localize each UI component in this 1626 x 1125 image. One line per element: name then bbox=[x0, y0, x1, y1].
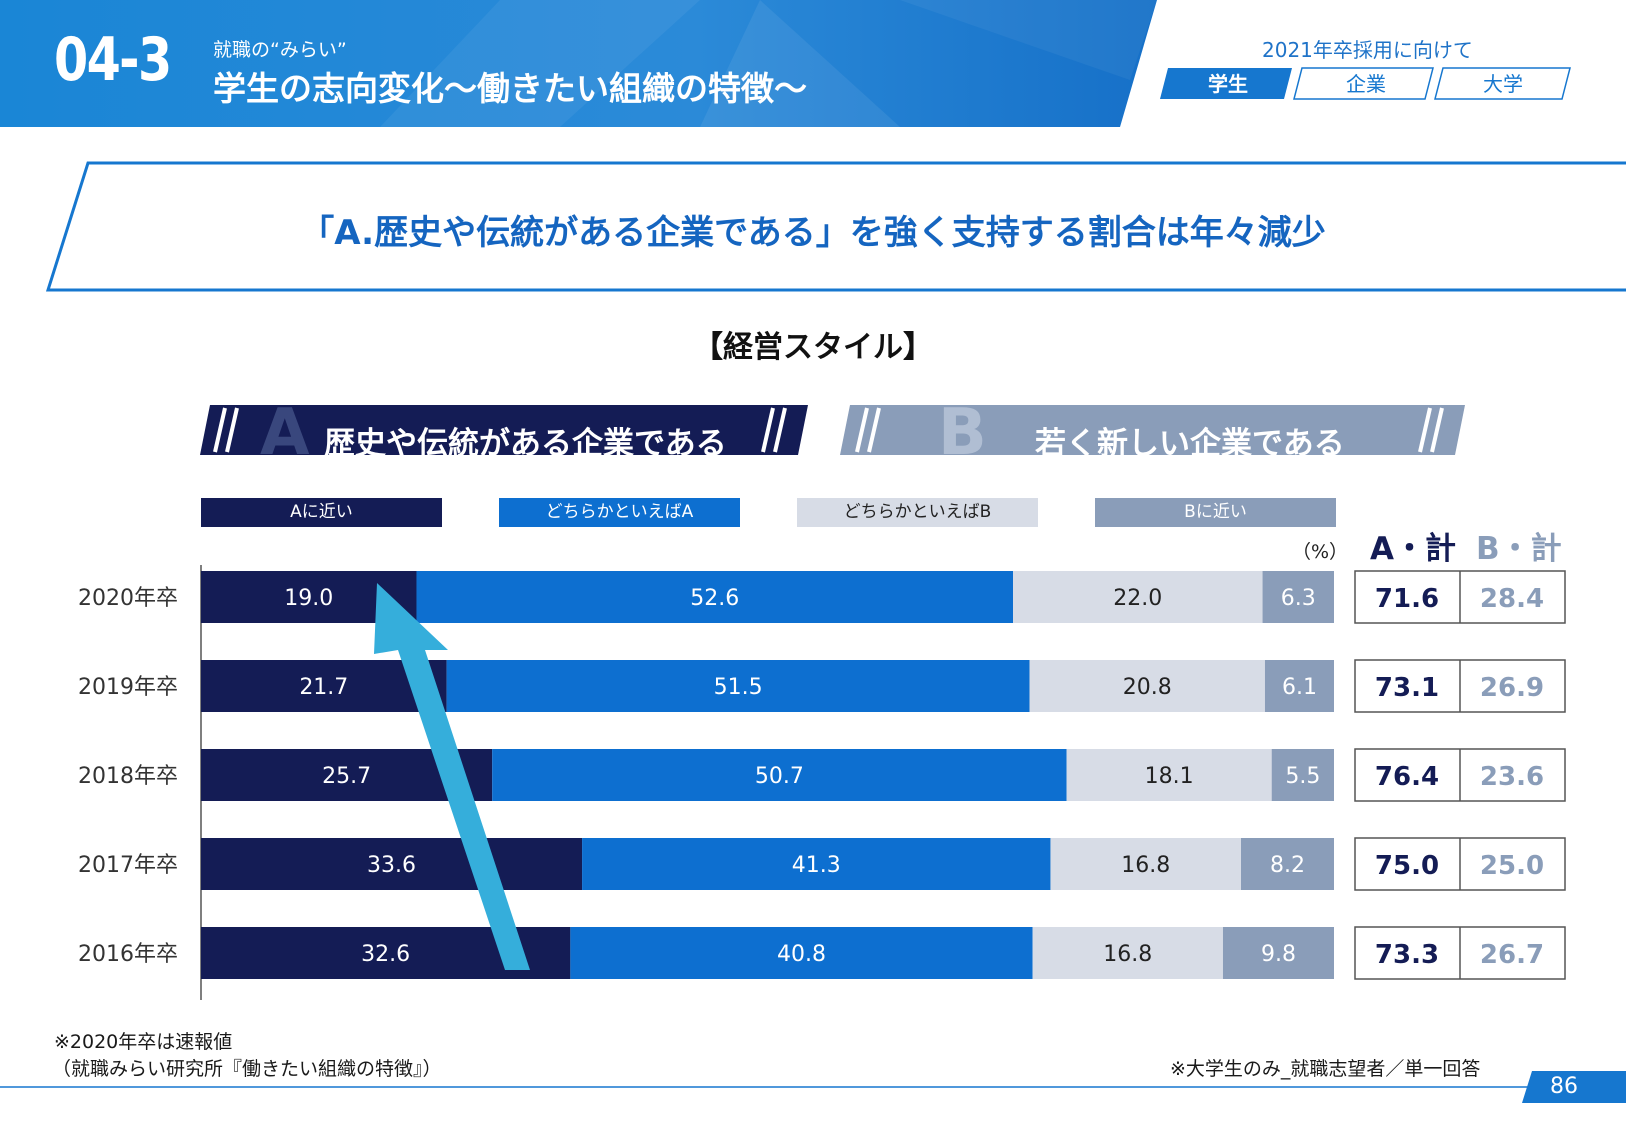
total-a-value: 71.6 bbox=[1375, 584, 1439, 614]
bar-value-label: 22.0 bbox=[1113, 586, 1162, 611]
header-background bbox=[0, 0, 1157, 127]
section-title: 学生の志向変化〜働きたい組織の特徴〜 bbox=[213, 69, 807, 108]
category-label: 2020年卒 bbox=[78, 586, 178, 611]
total-a-value: 73.3 bbox=[1375, 940, 1439, 970]
bar-value-label: 40.8 bbox=[777, 942, 826, 967]
bar-segment bbox=[1241, 838, 1334, 890]
total-b-value: 23.6 bbox=[1480, 762, 1544, 792]
option-b-label: 若く新しい企業である bbox=[1035, 426, 1345, 462]
bar-value-label: 6.3 bbox=[1281, 586, 1316, 611]
bar-segment bbox=[1013, 571, 1263, 623]
bar-value-label: 51.5 bbox=[714, 675, 763, 700]
bar-value-label: 9.8 bbox=[1261, 942, 1296, 967]
bar-value-label: 6.1 bbox=[1282, 675, 1317, 700]
bar-segment bbox=[416, 571, 1014, 623]
total-a-value: 76.4 bbox=[1375, 762, 1439, 792]
option-b-letter: B bbox=[938, 396, 987, 470]
category-label: 2018年卒 bbox=[78, 764, 178, 789]
footnote-scope: ※大学生のみ_就職志望者／単一回答 bbox=[1170, 1058, 1481, 1080]
total-a-value: 75.0 bbox=[1375, 851, 1439, 881]
tab-students[interactable]: 学生 bbox=[1208, 72, 1248, 96]
total-b-value: 28.4 bbox=[1480, 584, 1544, 614]
total-b-value: 26.9 bbox=[1480, 673, 1544, 703]
tab-shapes bbox=[1160, 67, 1571, 100]
bar-value-label: 21.7 bbox=[299, 675, 348, 700]
bar-value-label: 32.6 bbox=[361, 942, 410, 967]
bar-value-label: 52.6 bbox=[690, 586, 739, 611]
bar-segment bbox=[1032, 927, 1223, 979]
total-a-header: A・計 bbox=[1370, 531, 1456, 567]
bar-value-label: 16.8 bbox=[1103, 942, 1152, 967]
page-number: 86 bbox=[1550, 1074, 1578, 1099]
bar-value-label: 16.8 bbox=[1121, 853, 1170, 878]
bar-segment bbox=[1264, 660, 1334, 712]
bar-segment bbox=[1271, 749, 1334, 801]
bar-value-label: 8.2 bbox=[1270, 853, 1305, 878]
headline-banner bbox=[45, 161, 1626, 292]
unit-label: （%） bbox=[1292, 541, 1349, 563]
bar-segment bbox=[582, 838, 1051, 890]
bar-segment bbox=[446, 660, 1030, 712]
bar-segment bbox=[492, 749, 1067, 801]
bar-value-label: 19.0 bbox=[284, 586, 333, 611]
bar-value-label: 20.8 bbox=[1123, 675, 1172, 700]
page-number-box bbox=[1522, 1071, 1626, 1103]
category-label: 2017年卒 bbox=[78, 853, 178, 878]
section-number: 04-3 bbox=[54, 25, 172, 95]
bar-segment bbox=[1029, 660, 1265, 712]
option-a-letter: A bbox=[260, 396, 310, 470]
tab-companies[interactable]: 企業 bbox=[1346, 72, 1386, 96]
footer-line bbox=[0, 1086, 1626, 1088]
bar-value-label: 33.6 bbox=[367, 853, 416, 878]
category-label: 2019年卒 bbox=[78, 675, 178, 700]
footnote-preliminary: ※2020年卒は速報値 bbox=[54, 1031, 233, 1053]
legend-lean-b: どちらかといえばB bbox=[797, 498, 1038, 527]
bar-value-label: 5.5 bbox=[1285, 764, 1320, 789]
legend-b-near: Bに近い bbox=[1095, 498, 1336, 527]
option-banners bbox=[200, 405, 1465, 455]
tab-universities[interactable]: 大学 bbox=[1483, 72, 1523, 96]
year-label: 2021年卒採用に向けて bbox=[1262, 38, 1473, 62]
bar-segment bbox=[1222, 927, 1334, 979]
bar-value-label: 41.3 bbox=[792, 853, 841, 878]
footnote-source: （就職みらい研究所『働きたい組織の特徴』） bbox=[52, 1058, 442, 1080]
trend-arrow bbox=[374, 583, 530, 970]
stacked-bar-chart: 19.0 52.6 22.0 6.3 2020年卒 71.6 28.4 21.7 51.5 20.… bbox=[78, 565, 1566, 1000]
bar-value-label: 50.7 bbox=[755, 764, 804, 789]
bar-segment bbox=[1050, 838, 1242, 890]
category-label: 2016年卒 bbox=[78, 942, 178, 967]
total-a-value: 73.1 bbox=[1375, 673, 1439, 703]
bar-segment bbox=[570, 927, 1033, 979]
bar-segment bbox=[1262, 571, 1334, 623]
legend-a-near: Aに近い bbox=[201, 498, 442, 527]
chart-heading: 【経営スタイル】 bbox=[693, 330, 933, 365]
bar-value-label: 18.1 bbox=[1145, 764, 1194, 789]
total-b-value: 25.0 bbox=[1480, 851, 1544, 881]
bar-segment bbox=[201, 838, 583, 890]
bar-value-label: 25.7 bbox=[322, 764, 371, 789]
option-a-label: 歴史や伝統がある企業である bbox=[324, 426, 727, 462]
headline-text: 「A.歴史や伝統がある企業である」を強く支持する割合は年々減少 bbox=[300, 213, 1326, 253]
total-b-value: 26.7 bbox=[1480, 940, 1544, 970]
legend-lean-a: どちらかといえばA bbox=[499, 498, 740, 527]
total-b-header: B・計 bbox=[1476, 531, 1562, 567]
bar-segment bbox=[1066, 749, 1272, 801]
section-subtitle: 就職の“みらい” bbox=[213, 39, 347, 61]
